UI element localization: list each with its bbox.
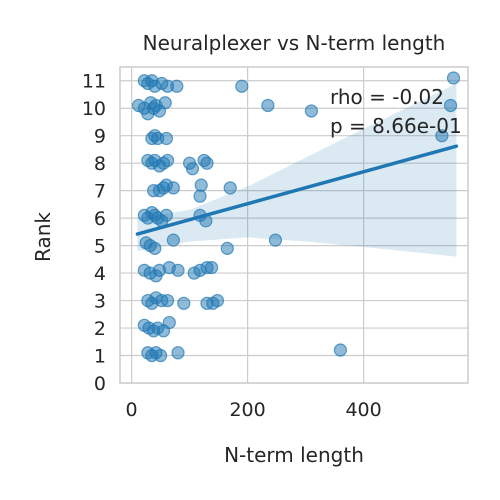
data-point (223, 181, 237, 195)
data-point (261, 98, 275, 113)
data-point (446, 71, 461, 85)
data-point (166, 181, 180, 195)
data-point (435, 129, 449, 143)
data-point (268, 233, 283, 247)
data-point (444, 98, 458, 113)
x-tick-label: 400 (345, 399, 381, 421)
data-point (166, 233, 180, 247)
y-tick-label: 0 (94, 373, 106, 395)
y-tick-label: 7 (94, 181, 106, 203)
x-tick-label: 200 (229, 399, 265, 421)
data-point (333, 343, 347, 357)
x-axis-title: N-term length (224, 443, 364, 467)
data-point (170, 79, 184, 93)
data-point (205, 260, 219, 275)
y-tick-label: 5 (94, 236, 106, 258)
axis-ticks: 0 200 400 0 1 2 3 4 5 6 7 8 9 10 11 (82, 71, 382, 421)
data-point (154, 348, 168, 363)
data-point (200, 156, 214, 170)
chart-title: Neuralplexer vs N-term length (143, 31, 446, 55)
data-point (177, 296, 191, 310)
regression-line (135, 144, 459, 236)
data-point (304, 104, 318, 118)
y-tick-label: 2 (94, 318, 106, 340)
data-point (160, 293, 175, 308)
data-point (171, 346, 185, 360)
y-tick-label: 6 (94, 208, 106, 230)
y-tick-label: 4 (94, 263, 106, 285)
data-point (194, 178, 208, 192)
data-point (193, 189, 207, 203)
plot-frame (119, 66, 469, 384)
data-point (158, 96, 172, 110)
confidence-band (137, 83, 457, 257)
rho-annotation: rho = -0.02 (330, 85, 444, 109)
y-tick-label: 9 (94, 126, 106, 148)
data-point (148, 241, 162, 255)
data-point (159, 131, 173, 146)
data-point (185, 162, 200, 176)
plot-area (119, 66, 469, 384)
data-point (171, 263, 185, 277)
data-point (235, 79, 249, 93)
data-point (220, 241, 234, 255)
data-point (210, 293, 225, 308)
y-axis-title: Rank (31, 212, 55, 262)
y-tick-label: 11 (82, 71, 106, 93)
x-tick-label: 0 (126, 399, 138, 421)
y-tick-label: 8 (94, 153, 106, 175)
y-tick-label: 10 (82, 98, 106, 120)
data-point (160, 153, 175, 168)
y-tick-label: 3 (94, 291, 106, 313)
p-value-annotation: p = 8.66e-01 (330, 114, 462, 138)
data-point (159, 208, 173, 222)
data-point (162, 315, 176, 330)
y-tick-label: 1 (94, 346, 106, 368)
